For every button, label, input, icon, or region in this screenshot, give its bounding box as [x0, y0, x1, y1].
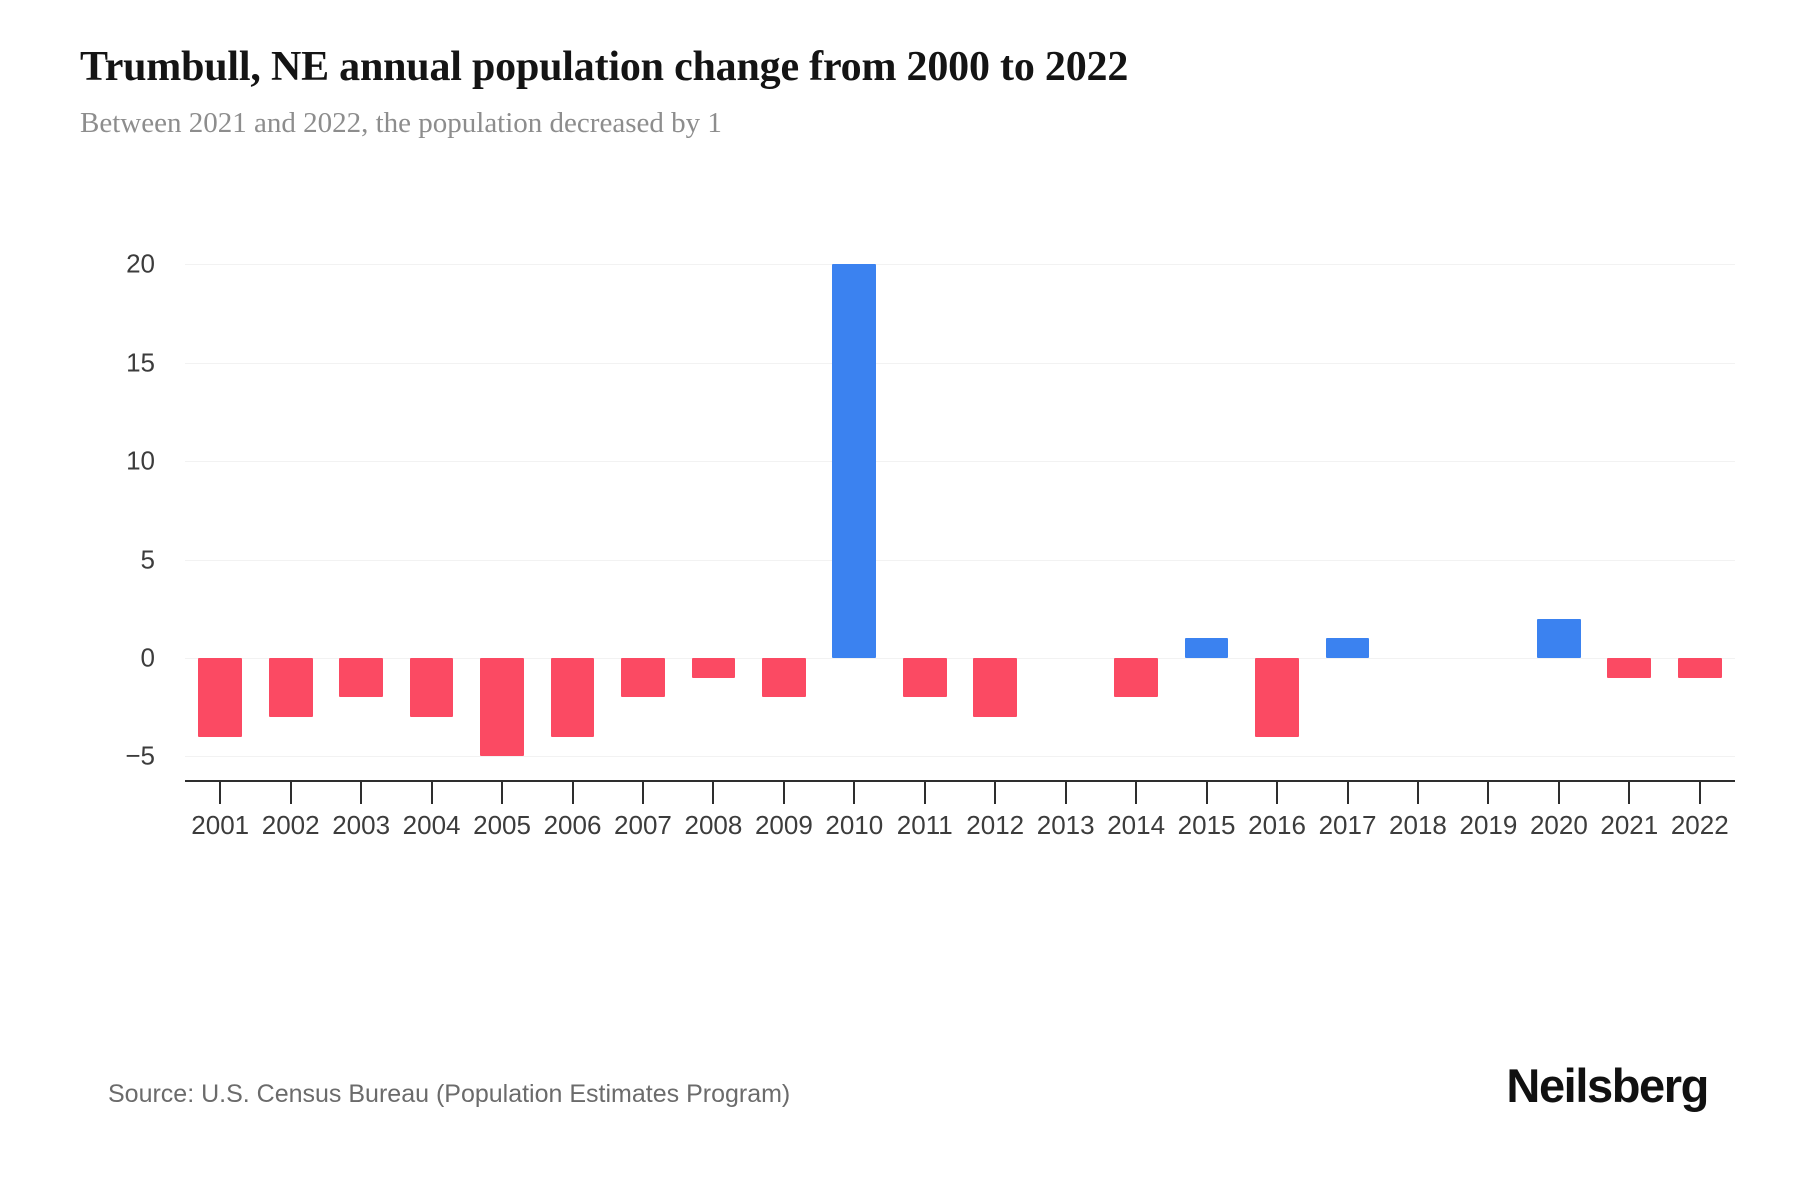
- page-title: Trumbull, NE annual population change fr…: [80, 44, 1129, 90]
- x-axis-tick: [1698, 782, 1701, 804]
- x-axis-tick: [1205, 782, 1208, 804]
- x-axis-tick-label-2014: 2014: [1107, 810, 1166, 840]
- x-axis-tick: [1064, 782, 1067, 804]
- x-axis-tick-label-2018: 2018: [1389, 810, 1447, 840]
- x-axis-tick-label-2004: 2004: [402, 810, 461, 840]
- x-axis: 2001 2002 2003 2004 2005 2006 2007 2008 2009 2010…: [0, 210, 1800, 910]
- bar-series: [0, 210, 1800, 910]
- x-axis-tick-label-2016: 2016: [1248, 810, 1306, 840]
- y-axis-labels: 20 15 10 5 0 −5: [0, 210, 1800, 910]
- x-axis-tick-label-2017: 2017: [1318, 810, 1377, 840]
- x-axis-tick: [853, 782, 856, 804]
- plot-area: 20 15 10 5 0 −5 2001 2002 2003 2004 2005 2006 2007 2…: [0, 210, 1800, 910]
- x-axis-tick-label-2001: 2001: [191, 810, 250, 840]
- bar-2020[interactable]: [1537, 618, 1581, 658]
- y-axis-tick-label: 5: [140, 544, 155, 575]
- x-axis-tick: [1276, 782, 1279, 804]
- x-axis-tick-label-2012: 2012: [966, 810, 1025, 840]
- bar-2004[interactable]: [409, 658, 454, 718]
- x-axis-tick-label-2008: 2008: [684, 810, 743, 840]
- x-axis-tick-label-2009: 2009: [754, 810, 813, 840]
- source-note: Source: U.S. Census Bureau (Population E…: [108, 1080, 791, 1108]
- x-axis-tick: [1416, 782, 1419, 804]
- x-axis-tick: [1628, 782, 1631, 804]
- x-axis-tick-label-2005: 2005: [473, 810, 531, 840]
- y-axis-tick-label: 15: [126, 347, 155, 378]
- gridline-15: [185, 362, 1735, 364]
- bar-2014[interactable]: [1114, 658, 1158, 698]
- bar-2003[interactable]: [339, 658, 383, 698]
- bar-2009[interactable]: [762, 658, 806, 698]
- gridline-0: [185, 658, 1735, 659]
- x-axis-tick: [360, 782, 363, 804]
- y-axis-tick-label: 10: [126, 445, 155, 476]
- neilsberg-logo: Neilsberg: [1506, 1059, 1709, 1112]
- gridline-20: [185, 264, 1735, 266]
- x-axis-tick: [430, 782, 433, 804]
- x-axis-tick-label-2021: 2021: [1600, 810, 1659, 840]
- y-axis-tick-label: 0: [140, 642, 155, 673]
- x-axis-tick-label-2022: 2022: [1670, 810, 1729, 840]
- bar-2021[interactable]: [1607, 658, 1652, 678]
- x-axis-tick: [1346, 782, 1349, 804]
- bar-2015[interactable]: [1184, 638, 1229, 658]
- y-axis-tick-label: −5: [125, 740, 155, 771]
- bar-2008[interactable]: [691, 658, 736, 678]
- x-axis-tick-label-2007: 2007: [614, 810, 672, 840]
- x-axis-tick: [782, 782, 785, 804]
- bar-2022[interactable]: [1677, 658, 1722, 678]
- chart-footer: Source: U.S. Census Bureau (Population E…: [0, 1040, 1800, 1200]
- x-axis-tick: [571, 782, 574, 804]
- x-axis-tick: [712, 782, 715, 804]
- y-axis-tick-label: 20: [126, 248, 155, 279]
- gridlines: [0, 210, 1800, 910]
- chart-subtitle: Between 2021 and 2022, the population de…: [80, 107, 722, 140]
- chart-header: Trumbull, NE annual population change fr…: [80, 42, 1720, 141]
- x-axis-tick: [501, 782, 504, 804]
- bar-2006[interactable]: [550, 658, 595, 737]
- gridline-5: [185, 559, 1735, 561]
- x-axis-tick-label-2006: 2006: [543, 810, 602, 840]
- gridline-10: [185, 461, 1735, 463]
- x-axis-tick: [1557, 782, 1560, 804]
- bar-2012[interactable]: [973, 658, 1018, 718]
- x-axis-line: [185, 780, 1735, 782]
- bar-2016[interactable]: [1255, 658, 1299, 737]
- bar-2007[interactable]: [621, 658, 665, 698]
- bar-2010[interactable]: [832, 264, 877, 658]
- x-axis-tick: [1487, 782, 1490, 804]
- x-axis-tick: [923, 782, 926, 804]
- bar-2017[interactable]: [1325, 638, 1370, 658]
- bar-2002[interactable]: [268, 658, 313, 718]
- bar-2005[interactable]: [480, 658, 524, 757]
- x-axis-tick: [289, 782, 292, 804]
- x-axis-tick: [219, 782, 222, 804]
- x-axis-tick-label-2011: 2011: [896, 810, 953, 840]
- x-axis-tick-label-2003: 2003: [332, 810, 391, 840]
- bar-2011[interactable]: [902, 658, 947, 698]
- x-axis-tick-label-2019: 2019: [1459, 810, 1518, 840]
- x-axis-tick-label-2010: 2010: [825, 810, 884, 840]
- bar-2001[interactable]: [198, 658, 243, 737]
- x-axis-tick-label-2013: 2013: [1036, 810, 1095, 840]
- x-axis-tick-label-2002: 2002: [261, 810, 320, 840]
- x-axis-tick: [994, 782, 997, 804]
- x-axis-tick: [1135, 782, 1138, 804]
- x-axis-tick-label-2020: 2020: [1529, 810, 1588, 840]
- x-axis-tick-label-2015: 2015: [1177, 810, 1236, 840]
- x-axis-tick: [641, 782, 644, 804]
- gridline--5: [185, 756, 1735, 758]
